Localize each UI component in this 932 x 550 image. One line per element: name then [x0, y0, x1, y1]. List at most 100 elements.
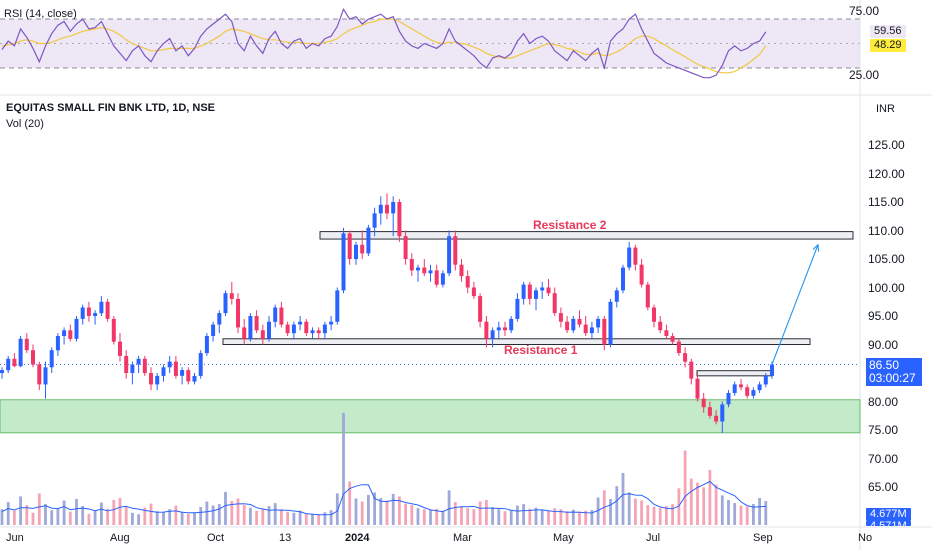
- candle-body: [49, 350, 54, 368]
- volume-bar: [6, 502, 10, 525]
- candle-body: [347, 233, 352, 259]
- candle-body: [372, 213, 377, 228]
- candle-body: [459, 264, 464, 277]
- candle-body: [422, 267, 427, 274]
- volume-bar: [447, 490, 451, 525]
- candle-body: [658, 321, 663, 331]
- candle-body: [310, 330, 315, 334]
- volume-bar: [211, 505, 215, 525]
- volume-bar: [677, 488, 681, 525]
- candle-body: [416, 267, 420, 271]
- volume-indicator-title[interactable]: Vol (20): [6, 118, 44, 130]
- volume-bar: [286, 511, 289, 525]
- candle-body: [180, 370, 185, 376]
- volume-bar: [31, 512, 35, 525]
- time-tick: Sep: [753, 532, 773, 544]
- candle-body: [62, 330, 67, 336]
- volume-bar: [410, 505, 414, 525]
- candle-body: [248, 316, 253, 339]
- price-tick: 125.00: [868, 138, 905, 152]
- time-tick: Mar: [453, 532, 472, 544]
- candle-body: [285, 324, 290, 334]
- projection-arrowhead-icon: [812, 243, 820, 252]
- rsi-tick-25: 25.00: [848, 68, 879, 82]
- volume-bar: [745, 506, 749, 525]
- volume-bar: [75, 499, 78, 525]
- candle-body: [68, 330, 73, 339]
- volume-bar: [242, 505, 246, 525]
- candle-body: [304, 321, 309, 334]
- rsi-band: [0, 19, 860, 68]
- candle-body: [683, 353, 688, 362]
- price-tick: 80.00: [868, 394, 899, 409]
- volume-bar: [0, 509, 4, 525]
- volume-bar: [528, 508, 532, 525]
- volume-bar: [37, 493, 41, 525]
- candle-body: [130, 364, 135, 373]
- volume-bar: [335, 493, 339, 525]
- resistance-2-label: Resistance 2: [533, 218, 607, 232]
- rsi-indicator-title[interactable]: RSI (14, close): [4, 8, 77, 20]
- volume-bar: [304, 513, 308, 525]
- candle-body: [509, 318, 514, 331]
- candle-body: [745, 387, 750, 396]
- candle-body: [279, 307, 284, 325]
- candle-body: [453, 236, 458, 265]
- candle-body: [652, 307, 656, 322]
- volume-bar: [193, 512, 196, 525]
- volume-bar: [733, 503, 737, 525]
- volume-bar: [640, 500, 643, 525]
- currency-label[interactable]: INR: [876, 103, 895, 115]
- candle-body: [111, 318, 116, 342]
- candle-body: [173, 361, 178, 376]
- candle-body: [447, 236, 452, 274]
- candle-body: [583, 324, 588, 334]
- volume-bar: [354, 498, 358, 525]
- candle-body: [55, 336, 60, 351]
- candle-body: [198, 353, 203, 376]
- candle-body: [732, 384, 737, 393]
- candle-body: [0, 370, 4, 373]
- time-tick: Jul: [646, 532, 661, 544]
- candle-body: [540, 287, 545, 291]
- price-tick: 75.00: [868, 423, 899, 437]
- volume-bar: [422, 509, 426, 525]
- candle-body: [391, 202, 396, 214]
- volume-bar: [696, 482, 699, 525]
- volume-bar: [131, 512, 134, 525]
- volume-bar: [615, 486, 619, 525]
- candle-body: [86, 307, 91, 316]
- volume-bar: [385, 500, 389, 525]
- candle-body: [726, 393, 731, 405]
- rsi-ma-line: [1, 18, 767, 74]
- candle-body: [701, 398, 706, 408]
- volume-bar: [143, 507, 147, 525]
- projection-arrow[interactable]: [771, 244, 819, 365]
- volume-bar: [13, 510, 16, 525]
- candle-body: [571, 318, 576, 331]
- volume-bar: [162, 512, 165, 526]
- volume-bar: [348, 481, 352, 525]
- volume-bar: [19, 496, 22, 525]
- symbol-title[interactable]: EQUITAS SMALL FIN BNK LTD, 1D, NSE: [6, 102, 216, 114]
- candle-body: [31, 350, 35, 365]
- candle-body: [627, 247, 632, 268]
- volume-bar: [758, 498, 761, 525]
- candle-body: [316, 330, 321, 334]
- volume-bar: [671, 504, 674, 525]
- candle-body: [24, 338, 29, 351]
- candle-body: [354, 244, 358, 260]
- candle-body: [409, 259, 414, 271]
- time-tick: 2024: [345, 532, 370, 544]
- volume-bar: [118, 498, 122, 525]
- candle-body: [267, 321, 271, 339]
- candle-body: [291, 324, 296, 334]
- volume-bar: [553, 508, 557, 525]
- candle-body: [242, 327, 247, 339]
- volume-bar: [155, 511, 159, 525]
- volume-bar: [689, 478, 693, 525]
- candle-body: [689, 361, 694, 379]
- candle-body: [223, 293, 228, 314]
- volume-bar: [180, 511, 184, 525]
